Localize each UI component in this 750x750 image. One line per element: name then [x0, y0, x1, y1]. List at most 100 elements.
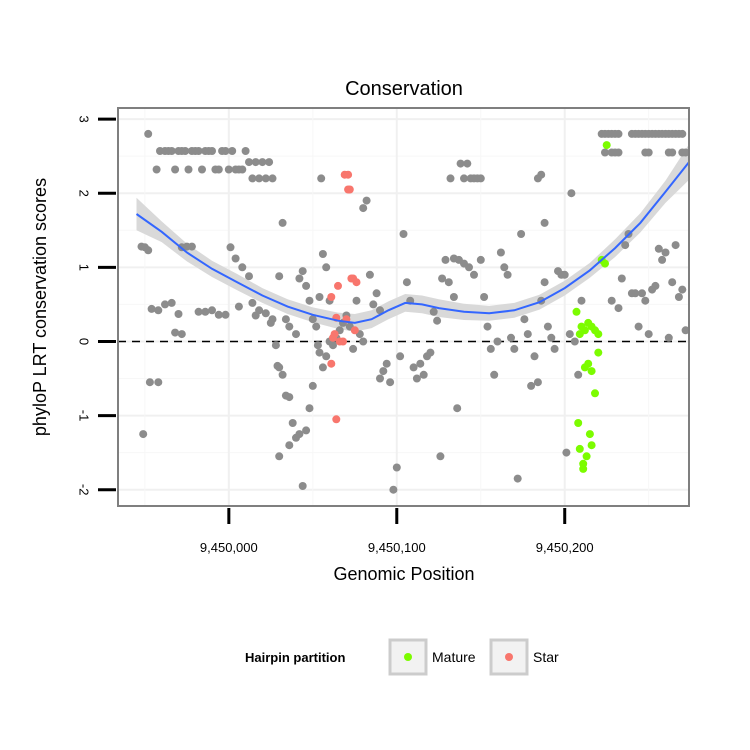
point-other-82 — [177, 330, 186, 339]
y-tick-label-2: 0 — [77, 338, 92, 345]
legend-title: Hairpin partition — [245, 650, 345, 665]
point-other-87 — [278, 370, 287, 379]
point-other-168 — [513, 474, 522, 483]
point-mature-15 — [594, 348, 603, 357]
point-other-121 — [379, 367, 388, 376]
x-axis: 9,450,000 9,450,100 9,450,200 — [200, 508, 594, 555]
point-other-133 — [419, 370, 428, 379]
point-other-179 — [550, 344, 559, 353]
point-mature-14 — [591, 389, 599, 398]
y-tick-label-4: 2 — [77, 190, 92, 197]
point-other-13 — [194, 147, 203, 155]
point-other-114 — [359, 204, 368, 213]
point-other-137 — [433, 316, 442, 325]
point-other-143 — [449, 293, 458, 301]
point-other-175 — [537, 170, 546, 179]
point-other-164 — [500, 263, 509, 272]
point-other-232 — [638, 289, 646, 298]
point-other-42 — [167, 298, 176, 307]
point-other-226 — [617, 274, 626, 283]
point-mature-10 — [602, 141, 611, 150]
point-other-132 — [416, 359, 425, 368]
point-other-98 — [308, 381, 317, 390]
point-other-185 — [574, 370, 583, 379]
y-tick-label-3: 1 — [77, 264, 92, 271]
point-other-234 — [644, 330, 653, 339]
point-mature-22 — [587, 441, 596, 450]
point-mature-7 — [594, 330, 603, 339]
point-other-170 — [520, 315, 529, 324]
plot-border — [117, 107, 690, 507]
point-other-90 — [288, 419, 297, 427]
point-mature-20 — [582, 452, 591, 461]
point-other-104 — [329, 341, 337, 350]
point-other-60 — [261, 309, 270, 318]
point-other-23 — [228, 147, 237, 155]
point-other-70 — [305, 296, 314, 305]
x-tick-label-1: 9,450,100 — [368, 540, 426, 555]
point-other-139 — [438, 274, 447, 283]
point-other-160 — [486, 344, 495, 353]
point-other-159 — [483, 322, 492, 331]
point-other-26 — [238, 165, 247, 174]
point-other-101 — [318, 363, 327, 372]
point-other-230 — [631, 289, 640, 298]
point-other-163 — [496, 248, 505, 257]
point-other-238 — [658, 255, 667, 264]
point-other-95 — [298, 482, 307, 490]
point-other-157 — [476, 255, 485, 264]
data-points — [137, 129, 690, 494]
point-other-239 — [661, 248, 670, 257]
x-tick-label-0: 9,450,000 — [200, 540, 258, 555]
point-other-245 — [681, 326, 690, 335]
point-other-142 — [446, 174, 455, 183]
y-axis: -2 -1 0 1 2 3 — [77, 116, 116, 495]
point-other-10 — [184, 165, 193, 174]
point-other-67 — [295, 274, 304, 283]
point-other-74 — [317, 174, 326, 183]
point-other-167 — [510, 344, 519, 353]
point-other-80 — [154, 378, 163, 387]
point-other-140 — [441, 255, 450, 264]
grid — [118, 108, 689, 506]
y-tick-label-1: -1 — [77, 410, 92, 422]
point-other-126 — [396, 352, 405, 361]
point-other-136 — [429, 307, 438, 316]
point-other-242 — [671, 241, 680, 250]
point-mature-13 — [587, 367, 596, 376]
point-star-17 — [344, 170, 353, 179]
point-star-0 — [327, 293, 336, 301]
point-other-127 — [399, 230, 408, 238]
point-other-221 — [668, 148, 677, 157]
point-mature-19 — [579, 464, 588, 473]
point-other-118 — [372, 289, 381, 298]
point-other-66 — [292, 330, 300, 339]
point-mature-0 — [572, 307, 581, 316]
point-other-68 — [298, 267, 307, 276]
y-tick-label-5: 3 — [77, 116, 92, 123]
point-other-71 — [308, 315, 317, 324]
point-other-93 — [275, 452, 284, 461]
point-other-197 — [614, 129, 623, 138]
point-other-83 — [266, 318, 275, 327]
point-other-52 — [226, 243, 235, 252]
point-other-86 — [275, 363, 284, 372]
point-other-123 — [386, 378, 395, 387]
point-other-120 — [376, 374, 384, 383]
point-other-166 — [507, 333, 515, 342]
point-other-99 — [313, 341, 322, 350]
point-other-100 — [315, 348, 324, 357]
point-other-178 — [547, 333, 556, 342]
legend-entry-mature: Mature — [388, 638, 476, 676]
point-other-145 — [456, 159, 465, 168]
point-other-63 — [278, 218, 287, 227]
point-mature-21 — [585, 430, 594, 439]
point-other-78 — [139, 430, 148, 439]
point-other-144 — [453, 404, 462, 413]
point-other-28 — [245, 158, 253, 167]
point-other-198 — [601, 148, 609, 157]
point-other-102 — [322, 352, 331, 361]
point-other-57 — [248, 298, 257, 307]
point-other-189 — [540, 278, 549, 287]
